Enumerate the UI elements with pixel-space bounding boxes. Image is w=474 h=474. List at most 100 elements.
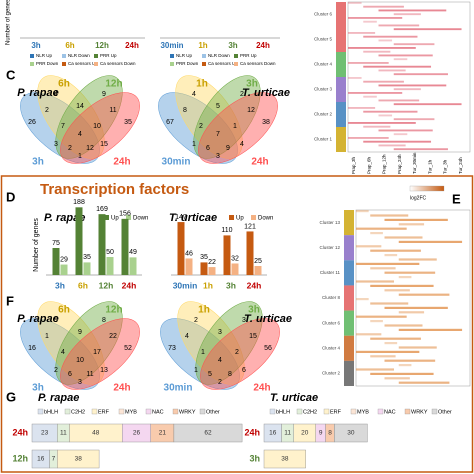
legend-swatch — [234, 62, 238, 66]
bar — [60, 264, 68, 275]
data-label: 7 — [52, 456, 56, 463]
legend-swatch — [199, 408, 206, 415]
heatmap-band — [348, 122, 416, 124]
venn-count: 6 — [68, 371, 72, 378]
data-label: 147 — [175, 214, 187, 221]
heatmap-band — [370, 214, 409, 217]
venn-count: 56 — [264, 345, 272, 352]
venn-count: 3 — [54, 141, 58, 148]
venn-count: 38 — [262, 119, 270, 126]
venn-count: 3 — [242, 317, 246, 324]
heatmap-band — [398, 258, 437, 261]
cluster-label: Cluster 11 — [320, 270, 341, 275]
row-label: 3h — [249, 453, 260, 463]
heatmap-band — [363, 35, 418, 38]
dendrogram-cluster — [344, 310, 354, 336]
heatmap-band — [348, 77, 362, 79]
venn-count: 1 — [192, 141, 196, 148]
heatmap-band — [378, 54, 433, 57]
legend-label: Ca sensors Up — [208, 61, 238, 66]
venn-set-label: 1h — [196, 79, 208, 90]
heatmap-band — [393, 28, 462, 31]
column-label: Prap_24h — [397, 154, 402, 174]
venn-count: 4 — [54, 91, 58, 98]
venn-count: 4 — [240, 141, 244, 148]
heatmap-band — [398, 240, 463, 243]
venn-count: 17 — [93, 349, 101, 356]
legend-swatch — [229, 215, 234, 220]
heatmap-band — [348, 62, 389, 64]
venn-count: 6 — [206, 145, 210, 152]
heatmap-band — [370, 302, 409, 305]
dendrogram-cluster — [336, 127, 346, 152]
venn-set-label: 24h — [253, 383, 270, 394]
legend-label: PRR Down — [36, 61, 59, 66]
cluster-label: Cluster 1 — [314, 137, 333, 142]
x-tick-label: 30min — [173, 280, 198, 290]
heatmap-band — [384, 271, 436, 274]
venn-count: 10 — [76, 357, 84, 364]
legend-label: NLR Up — [176, 53, 193, 58]
data-label: 23 — [41, 430, 49, 437]
heatmap-band — [356, 315, 407, 318]
data-label: 188 — [73, 199, 85, 206]
venn-count: 16 — [28, 345, 36, 352]
heatmap-band — [393, 133, 408, 136]
venn-count: 13 — [100, 367, 108, 374]
legend-swatch — [234, 54, 238, 58]
bar-segment — [173, 423, 243, 443]
legend-label: Ca sensors Up — [68, 61, 98, 66]
venn-count: 9 — [226, 145, 230, 152]
data-label: 11 — [60, 430, 67, 437]
heatmap-band — [348, 32, 376, 34]
x-tick-label: 24h — [247, 280, 262, 290]
venn-count: 5 — [54, 317, 58, 324]
legend-label: PRR Up — [240, 53, 257, 58]
venn-count: 15 — [249, 333, 257, 340]
venn-set-label: 3h — [248, 305, 260, 316]
heatmap-band — [378, 39, 393, 42]
heatmap-band — [363, 95, 377, 98]
legend-label: NLR Up — [36, 53, 53, 58]
heatmap-band — [370, 232, 383, 235]
legend-swatch — [431, 408, 438, 415]
x-tick-label: 3h — [226, 280, 236, 290]
heatmap-band — [393, 88, 421, 91]
heatmap-band — [398, 381, 450, 384]
venn-count: 67 — [166, 119, 174, 126]
legend-swatch — [64, 408, 71, 415]
x-tick-label: 3h — [31, 41, 40, 50]
legend-swatch — [118, 408, 125, 415]
dendrogram-cluster — [344, 335, 354, 361]
column-label: Tur_30min — [412, 152, 417, 174]
venn-count: 2 — [199, 123, 203, 130]
heatmap-band — [378, 99, 420, 102]
heatmap-band — [370, 284, 434, 287]
bar — [121, 218, 129, 275]
heatmap-band — [363, 5, 404, 8]
cluster-label: Cluster 2 — [314, 112, 333, 117]
legend-swatch — [323, 408, 330, 415]
heatmap-band — [348, 137, 389, 139]
bar — [106, 257, 114, 275]
heatmap-area — [347, 1, 471, 153]
venn-count: 8 — [228, 371, 232, 378]
venn-count: 1 — [201, 349, 205, 356]
venn-count: 11 — [86, 371, 93, 378]
venn-title: T. urticae — [242, 87, 290, 99]
legend-label: Down — [133, 216, 148, 222]
section-title: Transcription factors — [40, 181, 189, 198]
venn-set-label: 12h — [105, 305, 122, 316]
legend-swatch — [94, 54, 98, 58]
heatmap-band — [363, 50, 391, 53]
venn-set-label: 12h — [105, 79, 122, 90]
heatmap-area — [355, 209, 471, 387]
bar — [200, 262, 208, 275]
heatmap-band — [356, 350, 420, 353]
chart-title: T. urticae — [270, 392, 318, 404]
heatmap-band — [356, 298, 369, 301]
venn-set-label: 3h — [32, 383, 44, 394]
legend-label: Up — [236, 216, 244, 222]
venn-set — [158, 92, 238, 164]
data-label: 169 — [96, 206, 108, 213]
